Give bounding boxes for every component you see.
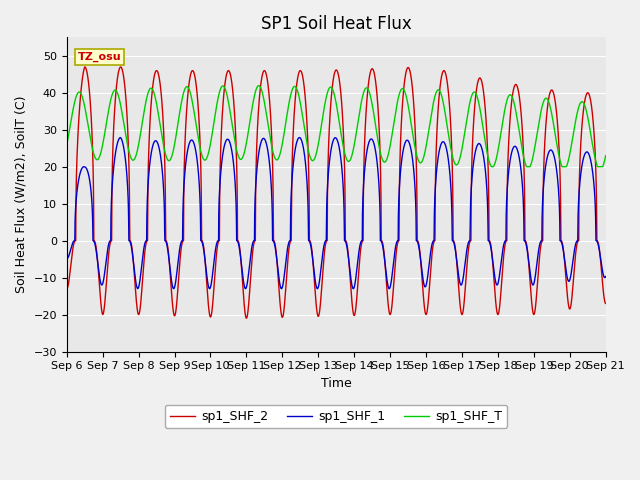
sp1_SHF_T (488, 164, 495, 169)
sp1_SHF_2 (465, 242, 473, 248)
sp1_SHF_1 (602, 274, 609, 279)
sp1_SHF_1 (63, 256, 70, 262)
Line: sp1_SHF_1: sp1_SHF_1 (67, 138, 605, 288)
sp1_SHF_2 (413, 238, 421, 243)
sp1_SHF_1 (506, 158, 514, 164)
Title: SP1 Soil Heat Flux: SP1 Soil Heat Flux (261, 15, 412, 33)
sp1_SHF_2 (63, 286, 70, 291)
sp1_SHF_1 (296, 135, 303, 141)
X-axis label: Time: Time (321, 377, 351, 390)
sp1_SHF_T (387, 143, 394, 149)
sp1_SHF_1 (269, 238, 276, 243)
Line: sp1_SHF_2: sp1_SHF_2 (67, 67, 605, 318)
sp1_SHF_T (161, 148, 168, 154)
Legend: sp1_SHF_2, sp1_SHF_1, sp1_SHF_T: sp1_SHF_2, sp1_SHF_1, sp1_SHF_T (165, 405, 508, 428)
sp1_SHF_T (602, 153, 609, 158)
Y-axis label: Soil Heat Flux (W/m2), SoilT (C): Soil Heat Flux (W/m2), SoilT (C) (15, 96, 28, 293)
sp1_SHF_T (255, 83, 262, 88)
sp1_SHF_1 (242, 286, 250, 291)
sp1_SHF_1 (387, 284, 394, 290)
sp1_SHF_1 (413, 239, 421, 245)
sp1_SHF_1 (161, 228, 168, 234)
sp1_SHF_T (465, 104, 473, 109)
sp1_SHF_T (269, 148, 276, 154)
Text: TZ_osu: TZ_osu (77, 51, 121, 62)
sp1_SHF_2 (269, 176, 276, 181)
sp1_SHF_2 (506, 116, 514, 122)
sp1_SHF_2 (117, 64, 125, 70)
sp1_SHF_2 (161, 160, 168, 166)
sp1_SHF_1 (465, 238, 473, 244)
sp1_SHF_2 (602, 300, 609, 306)
Line: sp1_SHF_T: sp1_SHF_T (67, 85, 605, 167)
sp1_SHF_T (63, 142, 70, 147)
sp1_SHF_T (506, 92, 514, 97)
sp1_SHF_T (413, 155, 421, 160)
sp1_SHF_2 (387, 312, 394, 317)
sp1_SHF_2 (243, 315, 250, 321)
